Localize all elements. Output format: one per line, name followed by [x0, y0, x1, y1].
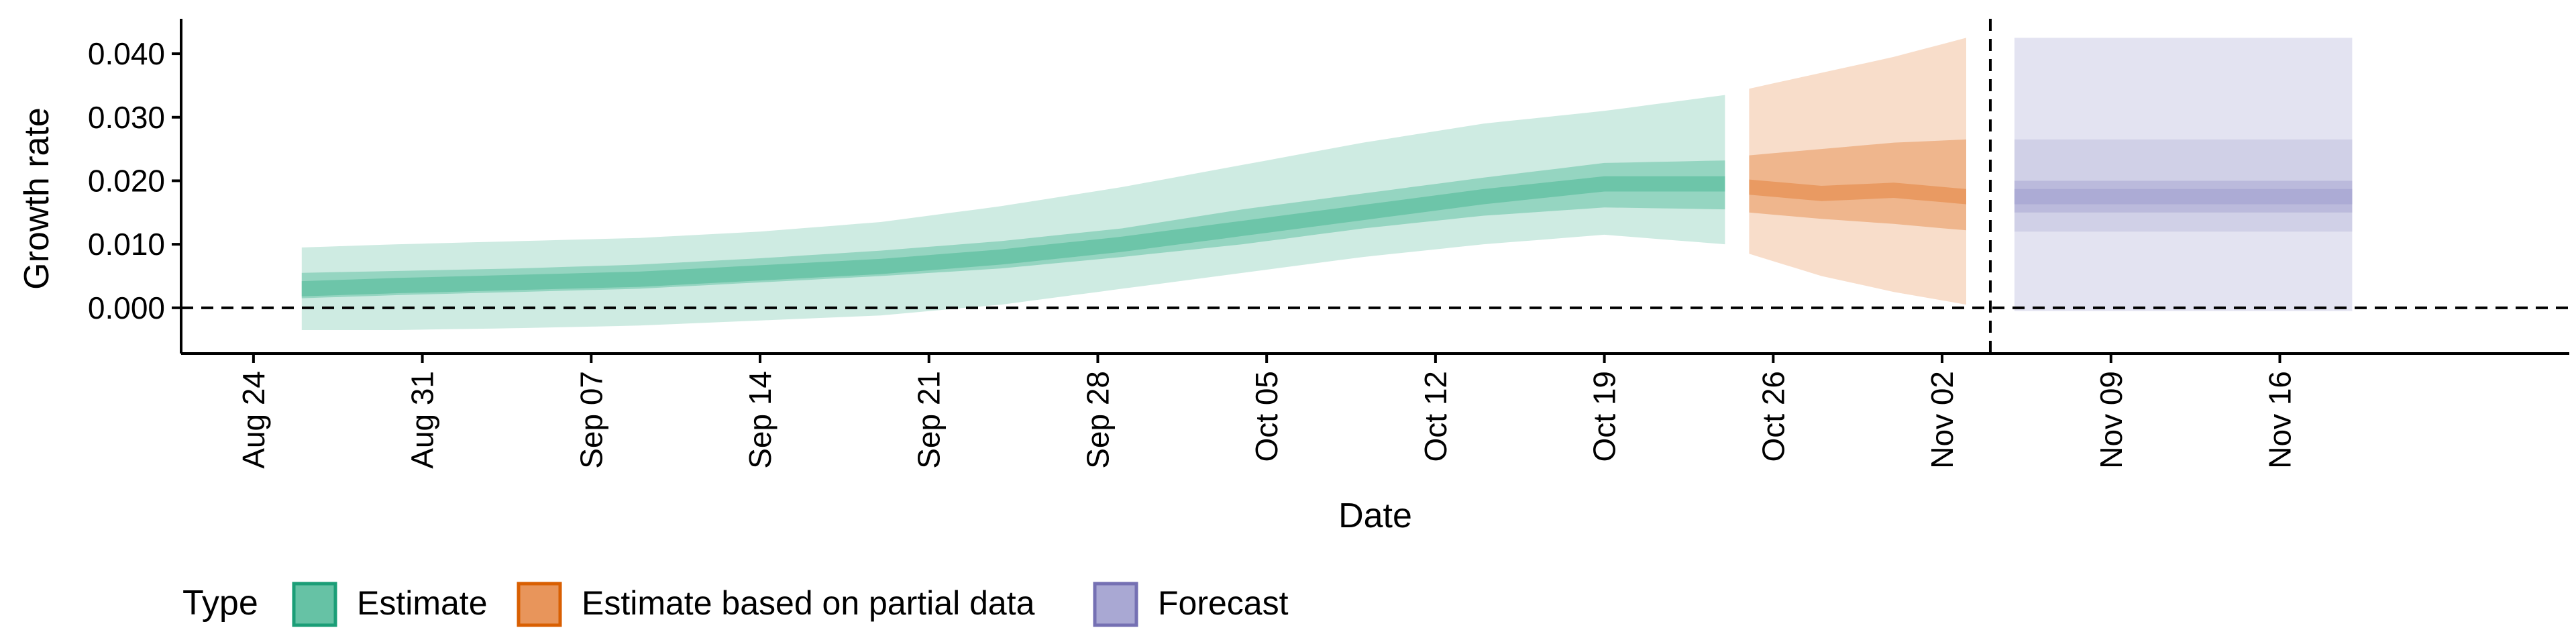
legend-label: Estimate based on partial data — [582, 584, 1035, 622]
x-tick-label: Oct 26 — [1756, 371, 1790, 462]
x-tick-label: Oct 19 — [1587, 371, 1622, 462]
median-band-estimate-based-on-partial-data — [1749, 179, 1966, 205]
y-axis-label: Growth rate — [17, 107, 56, 290]
y-tick-label: 0.000 — [88, 290, 165, 325]
x-tick-label: Aug 24 — [236, 371, 271, 469]
median-layer — [301, 176, 2353, 297]
x-tick-label: Nov 16 — [2262, 371, 2297, 469]
legend-label: Forecast — [1158, 584, 1289, 622]
series-estimate — [301, 95, 1725, 330]
x-tick-label: Sep 21 — [912, 371, 947, 469]
legend-swatch — [1093, 582, 1138, 627]
x-tick-label: Sep 28 — [1080, 371, 1115, 469]
x-tick-label: Oct 12 — [1418, 371, 1453, 462]
y-tick-label: 0.020 — [88, 163, 165, 198]
x-tick-label: Nov 09 — [2094, 371, 2129, 469]
x-axis-label: Date — [1338, 496, 1412, 535]
x-tick-label: Nov 02 — [1925, 371, 1960, 469]
series-forecast — [2014, 38, 2353, 311]
x-tick-label: Sep 07 — [574, 371, 608, 469]
x-tick-label: Sep 14 — [743, 371, 777, 469]
legend-title: Type — [182, 584, 258, 623]
legend: Type Estimate Estimate based on partial da… — [182, 582, 1289, 627]
axes: 0.000 0.010 0.020 0.030 0.040 Aug 24 Aug 31 Sep… — [88, 19, 2569, 469]
legend-label: Estimate — [357, 584, 488, 622]
y-tick-label: 0.040 — [88, 36, 165, 71]
reference-lines — [181, 19, 2569, 354]
median-band-estimate — [301, 176, 1725, 297]
band-outer-forecast — [2014, 38, 2353, 311]
legend-swatch — [517, 582, 562, 627]
x-tick-label: Aug 31 — [405, 371, 440, 469]
y-tick-label: 0.030 — [88, 100, 165, 135]
legend-swatch — [292, 582, 337, 627]
median-band-forecast — [2014, 189, 2353, 205]
series-estimate-based-on-partial-data — [1749, 38, 1966, 305]
band-50-estimate — [301, 160, 1725, 299]
y-tick-label: 0.010 — [88, 227, 165, 262]
x-tick-label: Oct 05 — [1249, 371, 1284, 462]
